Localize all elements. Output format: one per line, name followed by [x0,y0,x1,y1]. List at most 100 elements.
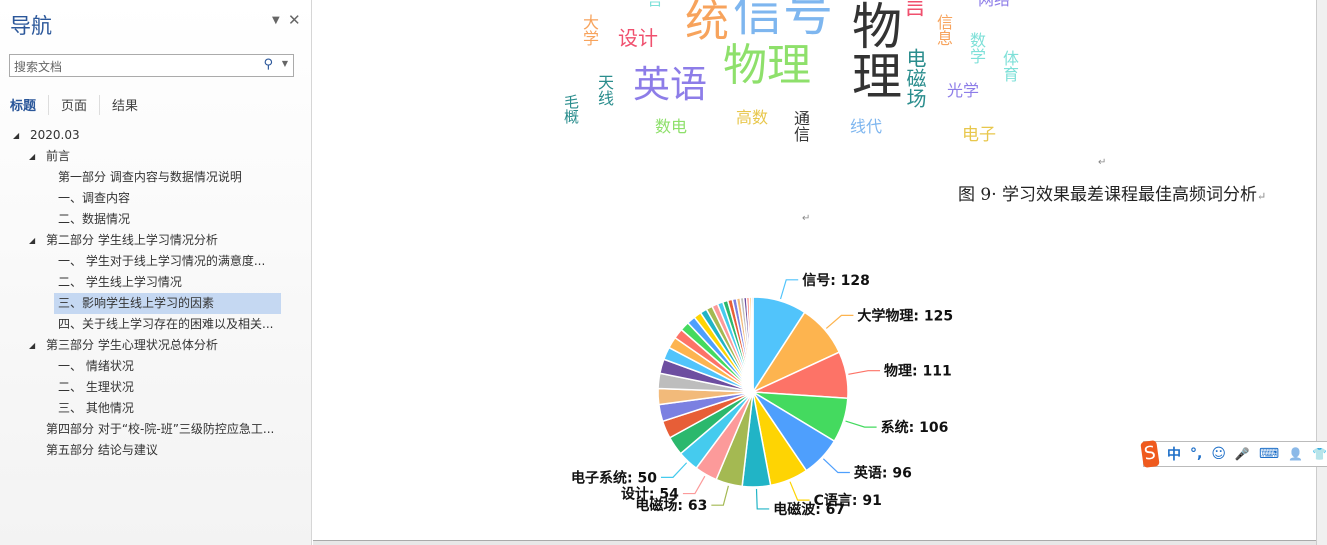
word-cloud-word: 电子 [962,125,996,145]
tree-item-label: 第三部分 学生心理状况总体分析 [46,338,218,352]
tree-item[interactable]: 三、 其他情况 [0,398,312,419]
word-cloud-word: 言 [903,0,927,20]
horizontal-scrollbar[interactable] [313,540,1316,545]
tree-item[interactable]: 二、 生理状况 [0,377,312,398]
tree-item-label: 第五部分 结论与建议 [46,443,158,457]
emoji-icon[interactable]: ☺ [1211,446,1226,462]
word-cloud-word: 信号 [733,0,833,42]
word-cloud-word: 通信 [791,110,810,142]
collapse-triangle-icon[interactable]: ◢ [29,236,36,245]
tree-item-label: 一、调查内容 [58,191,131,205]
search-dropdown-icon[interactable]: ▼ [281,59,288,68]
tree-item-label: 二、 学生线上学习情况 [58,275,182,289]
tree-item-label: 二、数据情况 [58,212,131,226]
pie-data-label: 系统: 106 [881,419,949,436]
pie-chart: 信号: 128 大学物理: 125 物理: 111 系统: 106 英语: 96 C语言:… [571,272,953,518]
pie-data-label: C语言: 91 [814,492,882,509]
tree-item-label: 三、 其他情况 [58,401,134,415]
collapse-triangle-icon[interactable]: ◢ [13,131,20,140]
tree-item[interactable]: 二、数据情况 [0,209,312,230]
ime-toolbar: S 中 °, ☺ 🎤 ⌨ 👤 👕 [1140,440,1327,468]
word-cloud-word: 物理 [844,0,902,100]
word-cloud-word: 体育 [1000,50,1019,82]
tree-item[interactable]: 一、调查内容 [0,188,312,209]
paragraph-mark: ↵ [1098,157,1107,168]
pie-data-label: 物理: 111 [884,363,952,380]
paragraph-mark: ↵ [802,213,811,224]
user-icon[interactable]: 👤 [1288,447,1304,461]
tree-item-label: 2020.03 [30,128,80,142]
nav-title: 导航 [10,14,52,38]
tree-item-label: 第四部分 对于“校-院-班”三级防控应急工... [46,422,275,436]
word-cloud-word: 电磁场 [903,48,927,108]
vertical-scrollbar[interactable] [1316,0,1327,545]
pie-data-label: 电磁场: 63 [635,497,707,514]
word-cloud-word: 数学 [967,32,986,64]
tree-item[interactable]: ◢ 2020.03 [0,125,312,146]
pie-data-label: 英语: 96 [853,465,912,482]
tree-item-label: 四、关于线上学习存在的困难以及相关... [58,317,274,331]
word-cloud-word: 网络 [978,0,1010,8]
pie-label-line [845,420,877,428]
pie-label-line [755,488,770,510]
collapse-triangle-icon[interactable]: ◢ [29,152,36,161]
word-cloud-word: 英语 [633,63,707,106]
word-cloud-word: 设计 [618,26,658,50]
close-icon[interactable]: ✕ [288,11,301,29]
pie-label-line [682,475,706,495]
word-cloud-word: 天线 [595,74,614,106]
tree-item[interactable]: ◢ 第二部分 学生线上学习情况分析 [0,230,312,251]
collapse-triangle-icon[interactable]: ◢ [29,341,36,350]
word-cloud-word: 统 [685,0,729,47]
pie-data-label: 大学物理: 125 [857,307,953,324]
pie-label-line [789,481,810,501]
sogou-logo-icon[interactable]: S [1140,440,1160,468]
tree-item[interactable]: 三、影响学生线上学习的因素 [0,293,312,314]
tree-item[interactable]: 第五部分 结论与建议 [0,440,312,461]
pie-data-label: 设计: 54 [621,486,679,503]
tree-item-label: 一、 学生对于线上学习情况的满意度... [58,254,266,268]
pie-label-line [711,485,729,506]
tree-item[interactable]: 第四部分 对于“校-院-班”三级防控应急工... [0,419,312,440]
tree-item[interactable]: 第一部分 调查内容与数据情况说明 [0,167,312,188]
pie-data-label: 电子系统: 50 [571,469,657,486]
tree-item[interactable]: 二、 学生线上学习情况 [0,272,312,293]
word-cloud-word: 线代 [850,117,883,136]
tree-item[interactable]: ◢ 第三部分 学生心理状况总体分析 [0,335,312,356]
tree-item-label: 二、 生理状况 [58,380,134,394]
pie-label-line [822,458,850,474]
tab-pages[interactable]: 页面 [61,95,101,115]
tree-item[interactable]: 四、关于线上学习存在的困难以及相关... [0,314,312,335]
word-cloud-word: 信息 [934,14,953,46]
tab-headings[interactable]: 标题 [10,95,50,115]
navigation-pane: 导航 ▼ ✕ 搜索文档 ⚲ ▼ 标题 页面 结果 ◢ 2020.03 ◢ 前言第一部分… [0,0,312,545]
word-cloud-word: 大学 [580,14,599,46]
tree-item[interactable]: 一、 学生对于线上学习情况的满意度... [0,251,312,272]
pane-options-dropdown-icon[interactable]: ▼ [272,15,280,26]
punctuation-icon[interactable]: °, [1189,446,1203,462]
word-cloud-word: 毛概 [562,94,580,124]
tree-item[interactable]: 一、 情绪状况 [0,356,312,377]
pie-label-line [660,462,688,478]
pie-label-line [779,279,799,300]
word-cloud-word: 言 [647,0,663,8]
word-cloud-word: 高数 [736,108,769,127]
tree-item-label: 一、 情绪状况 [58,359,134,373]
heading-tree: ◢ 2020.03 ◢ 前言第一部分 调查内容与数据情况说明 一、调查内容 二、数据情况 ◢… [0,125,312,461]
skin-icon[interactable]: 👕 [1312,447,1327,461]
search-placeholder: 搜索文档 [14,60,63,74]
pie-label-line [848,370,881,375]
figure-caption: 图 9· 学习效果最差课程最佳高频词分析↵ [958,185,1267,205]
tree-item-label: 前言 [46,149,71,163]
tree-item-label: 第一部分 调查内容与数据情况说明 [58,170,242,184]
pie-data-label: 电磁波: 67 [773,501,845,518]
tree-item[interactable]: ◢ 前言 [0,146,312,167]
microphone-icon[interactable]: 🎤 [1234,447,1250,461]
tab-results[interactable]: 结果 [112,99,139,114]
keyboard-icon[interactable]: ⌨ [1258,446,1280,462]
search-icon[interactable]: ⚲ [263,57,273,72]
word-cloud-word: 数电 [655,117,688,136]
ime-language-toggle[interactable]: 中 [1166,447,1181,463]
pie-label-line [825,314,854,329]
search-input[interactable]: 搜索文档 ⚲ ▼ [9,54,294,77]
